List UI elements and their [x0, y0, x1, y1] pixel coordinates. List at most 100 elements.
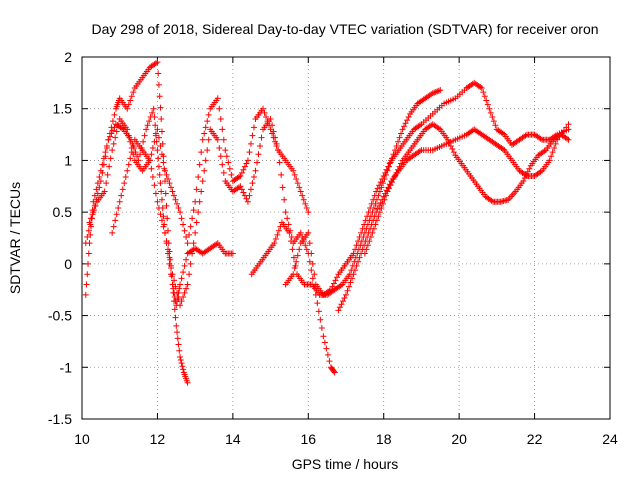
data-point	[151, 182, 158, 189]
data-point	[119, 186, 126, 193]
data-point	[373, 188, 380, 195]
data-point	[449, 146, 456, 153]
data-point	[84, 271, 91, 278]
data-point	[309, 275, 316, 282]
data-point	[88, 223, 95, 230]
data-point	[247, 186, 254, 193]
data-point	[293, 258, 300, 265]
data-point	[220, 136, 227, 143]
data-point	[171, 306, 178, 313]
data-point	[152, 122, 159, 129]
data-point	[184, 379, 191, 386]
data-point	[104, 171, 111, 178]
data-point	[124, 126, 131, 133]
data-point	[355, 238, 362, 245]
data-point	[364, 213, 371, 220]
data-point	[347, 279, 354, 286]
data-point	[300, 196, 307, 203]
data-point	[377, 179, 384, 186]
data-point	[379, 200, 386, 207]
data-point	[195, 209, 202, 216]
data-point	[289, 246, 296, 253]
x-tick-label: 18	[376, 431, 392, 447]
data-point	[260, 105, 267, 112]
data-point	[478, 85, 485, 92]
data-point	[124, 105, 131, 112]
data-point	[157, 142, 164, 149]
data-point	[198, 188, 205, 195]
data-point	[148, 151, 155, 158]
data-point	[333, 274, 340, 281]
data-point	[272, 134, 279, 141]
data-point	[291, 264, 298, 271]
data-point	[155, 205, 162, 212]
data-point	[241, 163, 248, 170]
data-point	[97, 167, 104, 174]
data-point	[105, 136, 112, 143]
data-point	[250, 173, 257, 180]
data-point	[130, 89, 137, 96]
data-point	[85, 250, 92, 257]
data-point	[346, 283, 353, 290]
data-point	[174, 289, 181, 296]
data-point	[296, 184, 303, 191]
data-point	[180, 293, 187, 300]
data-point	[115, 205, 122, 212]
x-tick-label: 16	[300, 431, 316, 447]
data-point	[551, 145, 558, 152]
series-trace-6	[282, 79, 572, 298]
axis-ticks: 10 12 14 16 18 20 22 24 -1.5 -1 -0.5 0 0.5 1 1.5 2	[48, 49, 618, 447]
data-point	[128, 149, 135, 156]
data-point	[162, 190, 169, 197]
data-point	[384, 188, 391, 195]
data-point	[387, 182, 394, 189]
data-point	[344, 287, 351, 294]
data-point	[154, 147, 161, 154]
data-point	[160, 223, 167, 230]
series-trace-4	[109, 116, 338, 376]
data-point	[100, 155, 107, 162]
data-point	[196, 198, 203, 205]
data-point	[86, 219, 93, 226]
data-point	[385, 185, 392, 192]
data-point	[395, 166, 402, 173]
data-point	[189, 250, 196, 257]
data-point	[281, 196, 288, 203]
x-tick-label: 22	[527, 431, 543, 447]
x-tick-label: 20	[451, 431, 467, 447]
data-point	[184, 240, 191, 247]
data-point	[173, 322, 180, 329]
data-point	[169, 188, 176, 195]
data-point	[321, 339, 328, 346]
data-point	[180, 221, 187, 228]
data-point	[156, 93, 163, 100]
data-point	[174, 335, 181, 342]
data-point	[249, 132, 256, 139]
data-point	[169, 271, 176, 278]
data-point	[158, 116, 165, 123]
data-point	[184, 281, 191, 288]
data-point	[155, 163, 162, 170]
data-point	[158, 188, 165, 195]
data-point	[290, 167, 297, 174]
data-point	[381, 196, 388, 203]
data-point	[176, 347, 183, 354]
data-point	[523, 171, 530, 178]
data-point	[350, 250, 357, 257]
data-point	[186, 231, 193, 238]
data-point	[343, 291, 349, 298]
data-point	[152, 190, 159, 197]
data-point	[353, 262, 360, 269]
data-point	[127, 138, 134, 145]
data-point	[154, 126, 161, 133]
data-point	[275, 147, 282, 154]
data-point	[179, 363, 186, 370]
data-point	[350, 271, 357, 278]
data-point	[198, 149, 205, 156]
data-point	[199, 178, 206, 185]
data-point	[193, 186, 200, 193]
data-point	[149, 109, 156, 116]
data-point	[398, 130, 405, 137]
data-point	[146, 118, 153, 125]
data-point	[372, 221, 379, 228]
